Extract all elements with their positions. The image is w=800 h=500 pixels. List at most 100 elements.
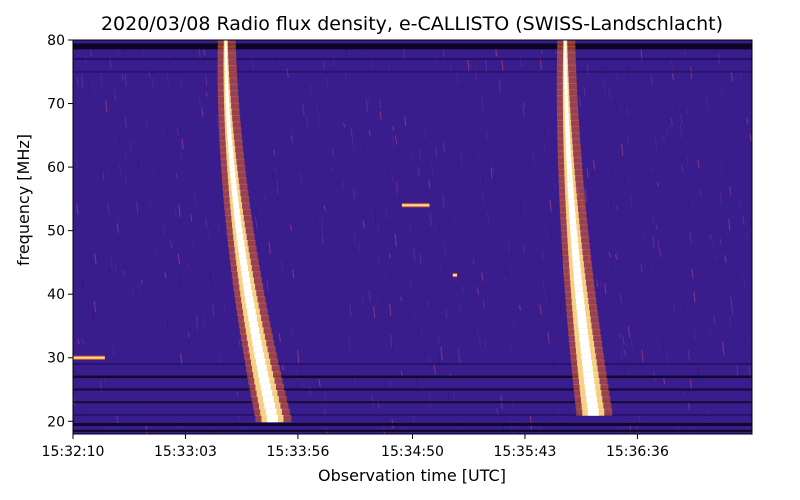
noise-streak <box>268 241 271 255</box>
noise-streak <box>476 287 480 295</box>
narrowband-line <box>452 274 458 277</box>
burst-peak <box>564 70 567 78</box>
burst-peak <box>224 46 227 54</box>
burst-peak <box>225 77 228 85</box>
noise-streak <box>745 233 748 240</box>
noise-streak <box>608 90 611 99</box>
noise-streak <box>584 188 588 203</box>
burst-peak <box>568 199 575 207</box>
burst-peak <box>564 95 568 103</box>
noise-streak <box>286 68 289 78</box>
noise-streak <box>297 349 300 364</box>
y-tick-label: 60 <box>47 160 65 176</box>
noise-streak <box>374 86 377 91</box>
burst-peak <box>564 40 567 48</box>
burst-peak <box>266 414 278 423</box>
noise-streak <box>652 236 655 248</box>
noise-streak <box>371 396 374 406</box>
burst-peak <box>571 248 579 257</box>
noise-streak <box>102 172 105 181</box>
noise-streak <box>523 245 526 252</box>
noise-streak <box>689 232 692 243</box>
noise-streak <box>518 305 522 311</box>
y-tick-label: 70 <box>47 97 65 113</box>
noise-streak <box>388 274 392 281</box>
noise-streak <box>596 279 599 288</box>
burst-peak <box>233 208 240 216</box>
noise-streak <box>481 96 484 111</box>
burst-peak <box>225 102 230 110</box>
noise-streak <box>621 143 624 156</box>
noise-streak <box>725 161 728 174</box>
noise-streak <box>273 149 276 156</box>
burst-peak <box>234 214 241 223</box>
burst-peak <box>247 308 256 316</box>
noise-streak <box>392 135 395 149</box>
noise-streak <box>177 253 181 265</box>
burst-peak <box>224 64 228 73</box>
noise-streak <box>428 356 431 364</box>
noise-streak <box>318 379 321 387</box>
noise-streak <box>255 207 258 222</box>
noise-streak <box>608 252 611 258</box>
noise-streak <box>661 337 664 351</box>
noise-streak <box>669 123 672 129</box>
burst-peak <box>564 89 568 97</box>
noise-streak <box>628 326 631 338</box>
noise-streak <box>532 154 535 165</box>
burst-peak <box>227 139 233 148</box>
burst-peak <box>573 273 582 281</box>
noise-streak <box>679 125 683 139</box>
noise-streak <box>522 104 525 118</box>
noise-streak <box>471 155 475 164</box>
noise-streak <box>198 96 201 105</box>
noise-streak <box>202 49 206 55</box>
noise-streak <box>317 113 320 127</box>
burst-peak <box>255 358 266 366</box>
noise-streak <box>352 141 355 152</box>
noise-streak <box>680 114 683 126</box>
noise-streak <box>412 310 416 317</box>
burst-peak <box>565 144 571 152</box>
noise-streak <box>362 140 365 149</box>
y-axis: 20 30 40 50 60 70 80 <box>47 33 73 430</box>
noise-streak <box>439 265 442 272</box>
noise-streak <box>184 77 187 83</box>
x-tick-label: 15:34:50 <box>381 444 444 460</box>
noise-streak <box>416 293 419 300</box>
noise-streak <box>604 283 607 295</box>
burst-peak <box>587 408 599 416</box>
noise-streak <box>174 206 177 218</box>
noise-streak <box>379 111 382 120</box>
noise-streak <box>599 281 602 288</box>
burst-peak <box>233 202 240 210</box>
noise-streak <box>670 118 673 127</box>
noise-streak <box>107 165 110 172</box>
noise-streak <box>442 141 446 153</box>
interference-band <box>73 375 752 379</box>
burst-peak <box>246 302 255 310</box>
burst-peak <box>264 402 276 410</box>
noise-streak <box>736 362 739 377</box>
noise-streak <box>715 254 718 261</box>
noise-streak <box>428 179 431 189</box>
burst-peak <box>243 283 252 291</box>
y-tick-label: 40 <box>47 287 65 303</box>
noise-streak <box>389 333 393 347</box>
noise-streak <box>117 217 120 222</box>
noise-streak <box>429 213 432 226</box>
burst-peak <box>567 175 573 183</box>
burst-peak <box>565 126 570 134</box>
noise-streak <box>149 201 152 211</box>
noise-streak <box>492 167 495 173</box>
burst-peak <box>579 334 589 343</box>
noise-streak <box>440 346 443 361</box>
noise-streak <box>365 106 368 111</box>
noise-streak <box>105 99 108 113</box>
noise-streak <box>586 168 589 178</box>
noise-streak <box>368 95 371 104</box>
burst-peak <box>240 264 249 273</box>
noise-streak <box>424 126 427 139</box>
noise-streak <box>166 129 169 140</box>
